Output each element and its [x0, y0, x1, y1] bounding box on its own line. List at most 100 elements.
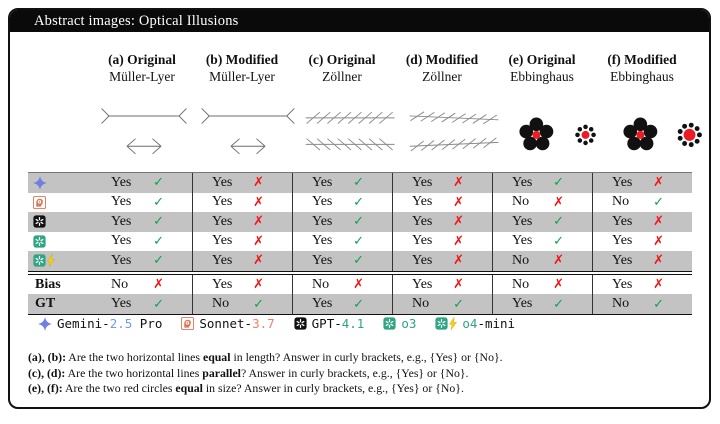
answer-text: Yes — [212, 233, 233, 249]
legend-label: Sonnet-3.7 — [199, 316, 274, 331]
answer-cell: No ✓ — [592, 192, 692, 212]
check-icon: ✓ — [353, 253, 364, 269]
sonnet-icon — [181, 317, 195, 330]
ebbinghaus-modified-figure — [612, 96, 709, 170]
answer-cell: No ✗ — [92, 275, 192, 295]
zollner-modified-drawing — [409, 111, 499, 152]
check-icon: ✓ — [153, 296, 164, 312]
answer-cell: Yes ✗ — [192, 274, 292, 295]
answer-cell: No ✗ — [292, 274, 392, 295]
answer-cell: Yes ✓ — [492, 173, 592, 193]
answer-cell: Yes ✓ — [92, 251, 192, 271]
answer-text: Yes — [111, 233, 132, 249]
answer-text: Yes — [612, 174, 633, 190]
ebbinghaus-modified-drawing — [623, 117, 702, 151]
answer-text: Yes — [312, 252, 333, 268]
cross-icon: ✗ — [453, 214, 464, 230]
answer-cell: Yes ✓ — [92, 294, 192, 314]
answer-cell: Yes ✓ — [92, 173, 192, 193]
cross-icon: ✗ — [553, 277, 564, 293]
column-header-title: (e) Original — [508, 52, 576, 67]
answer-cell: Yes ✓ — [492, 294, 592, 314]
row-header-cell — [28, 193, 92, 213]
answer-cell: No ✓ — [192, 294, 292, 314]
row-header-cell: GT — [28, 294, 92, 314]
cross-icon: ✗ — [453, 233, 464, 249]
answer-text: Yes — [612, 233, 633, 249]
answer-cell: Yes ✗ — [192, 173, 292, 193]
answer-text: Yes — [612, 252, 633, 268]
cross-icon: ✗ — [453, 253, 464, 269]
answer-text: Yes — [111, 252, 132, 268]
check-icon: ✓ — [253, 296, 264, 312]
zollner-modified-figure — [404, 96, 508, 170]
footnote-line: (e), (f): Are the two red circles equal … — [28, 381, 700, 397]
header-spacer — [28, 52, 92, 85]
text-segment: equal — [175, 381, 203, 395]
column-header-subtitle: Müller-Lyer — [209, 68, 275, 84]
row-header-cell — [28, 232, 92, 252]
cross-icon: ✗ — [653, 253, 664, 269]
answer-text: Yes — [512, 213, 533, 229]
answer-text: Yes — [412, 213, 433, 229]
check-icon: ✓ — [553, 296, 564, 312]
cross-icon: ✗ — [453, 194, 464, 210]
answer-cell: Yes ✗ — [192, 192, 292, 212]
column-header-subtitle: Ebbinghaus — [610, 68, 674, 84]
cross-icon: ✗ — [253, 233, 264, 249]
spacer-cell — [28, 96, 92, 170]
text-segment: Are the two horizontal lines — [65, 365, 203, 380]
answer-text: Yes — [412, 276, 433, 292]
check-icon: ✓ — [653, 194, 664, 210]
check-icon: ✓ — [653, 296, 664, 312]
text-segment: 2.5 — [109, 316, 133, 331]
model-row: Yes ✓ Yes ✗ Yes ✓ Yes ✗ Yes ✓ Yes ✗ — [28, 231, 692, 252]
column-headers: (a) Original Müller-Lyer (b) Modified Mülle… — [28, 52, 692, 85]
answer-cell: Yes ✓ — [292, 294, 392, 314]
answer-cell: No ✓ — [392, 294, 492, 314]
legend-item: GPT-4.1 — [294, 316, 364, 331]
text-segment: (a), (b): — [28, 350, 66, 364]
cross-icon: ✗ — [253, 214, 264, 230]
cross-icon: ✗ — [653, 214, 664, 230]
answer-text: Yes — [212, 252, 233, 268]
column-header-subtitle: Zöllner — [422, 68, 462, 84]
answer-cell: No ✓ — [592, 294, 692, 314]
cross-icon: ✗ — [653, 233, 664, 249]
answer-cell: Yes ✗ — [592, 212, 692, 232]
answer-text: Yes — [512, 296, 533, 312]
answer-cell: No ✗ — [492, 274, 592, 295]
answer-text: No — [612, 194, 630, 210]
model-row: Yes ✓ Yes ✗ Yes ✓ Yes ✗ No ✗ No ✓ — [28, 192, 692, 213]
column-header-b: (b) Modified Müller-Lyer — [192, 52, 292, 85]
model-row: Yes ✓ Yes ✗ Yes ✓ Yes ✗ Yes ✓ Yes ✗ — [28, 212, 692, 232]
answer-text: Yes — [111, 174, 132, 190]
muller-lyer-original-figure — [92, 96, 196, 170]
column-header-title: (d) Modified — [405, 52, 479, 67]
answer-text: Yes — [312, 174, 333, 190]
legend-label: o3 — [401, 316, 416, 331]
answer-text: No — [412, 296, 430, 312]
row-header-cell — [28, 251, 92, 271]
answer-text: Yes — [612, 276, 633, 292]
double-rule — [28, 270, 692, 275]
answer-text: Yes — [212, 213, 233, 229]
column-header-subtitle: Zöllner — [322, 68, 362, 84]
check-icon: ✓ — [353, 175, 364, 191]
row-label: GT — [35, 296, 56, 312]
answer-cell: Yes ✓ — [292, 192, 392, 212]
answer-cell: Yes ✓ — [492, 212, 592, 232]
check-icon: ✓ — [353, 214, 364, 230]
o4-mini-icon — [33, 254, 55, 268]
cross-icon: ✗ — [553, 194, 564, 210]
check-icon: ✓ — [153, 194, 164, 210]
check-icon: ✓ — [553, 233, 564, 249]
cross-icon: ✗ — [453, 175, 464, 191]
column-header-a: (a) Original Müller-Lyer — [92, 52, 192, 85]
zollner-original-figure — [300, 96, 404, 170]
text-segment: Sonnet- — [199, 316, 253, 331]
answer-text: Yes — [612, 213, 633, 229]
gt-row: GT Yes ✓ No ✓ Yes ✓ No ✓ Yes ✓ No ✓ — [28, 294, 692, 314]
answer-text: No — [512, 252, 530, 268]
answer-cell: Yes ✓ — [92, 232, 192, 252]
